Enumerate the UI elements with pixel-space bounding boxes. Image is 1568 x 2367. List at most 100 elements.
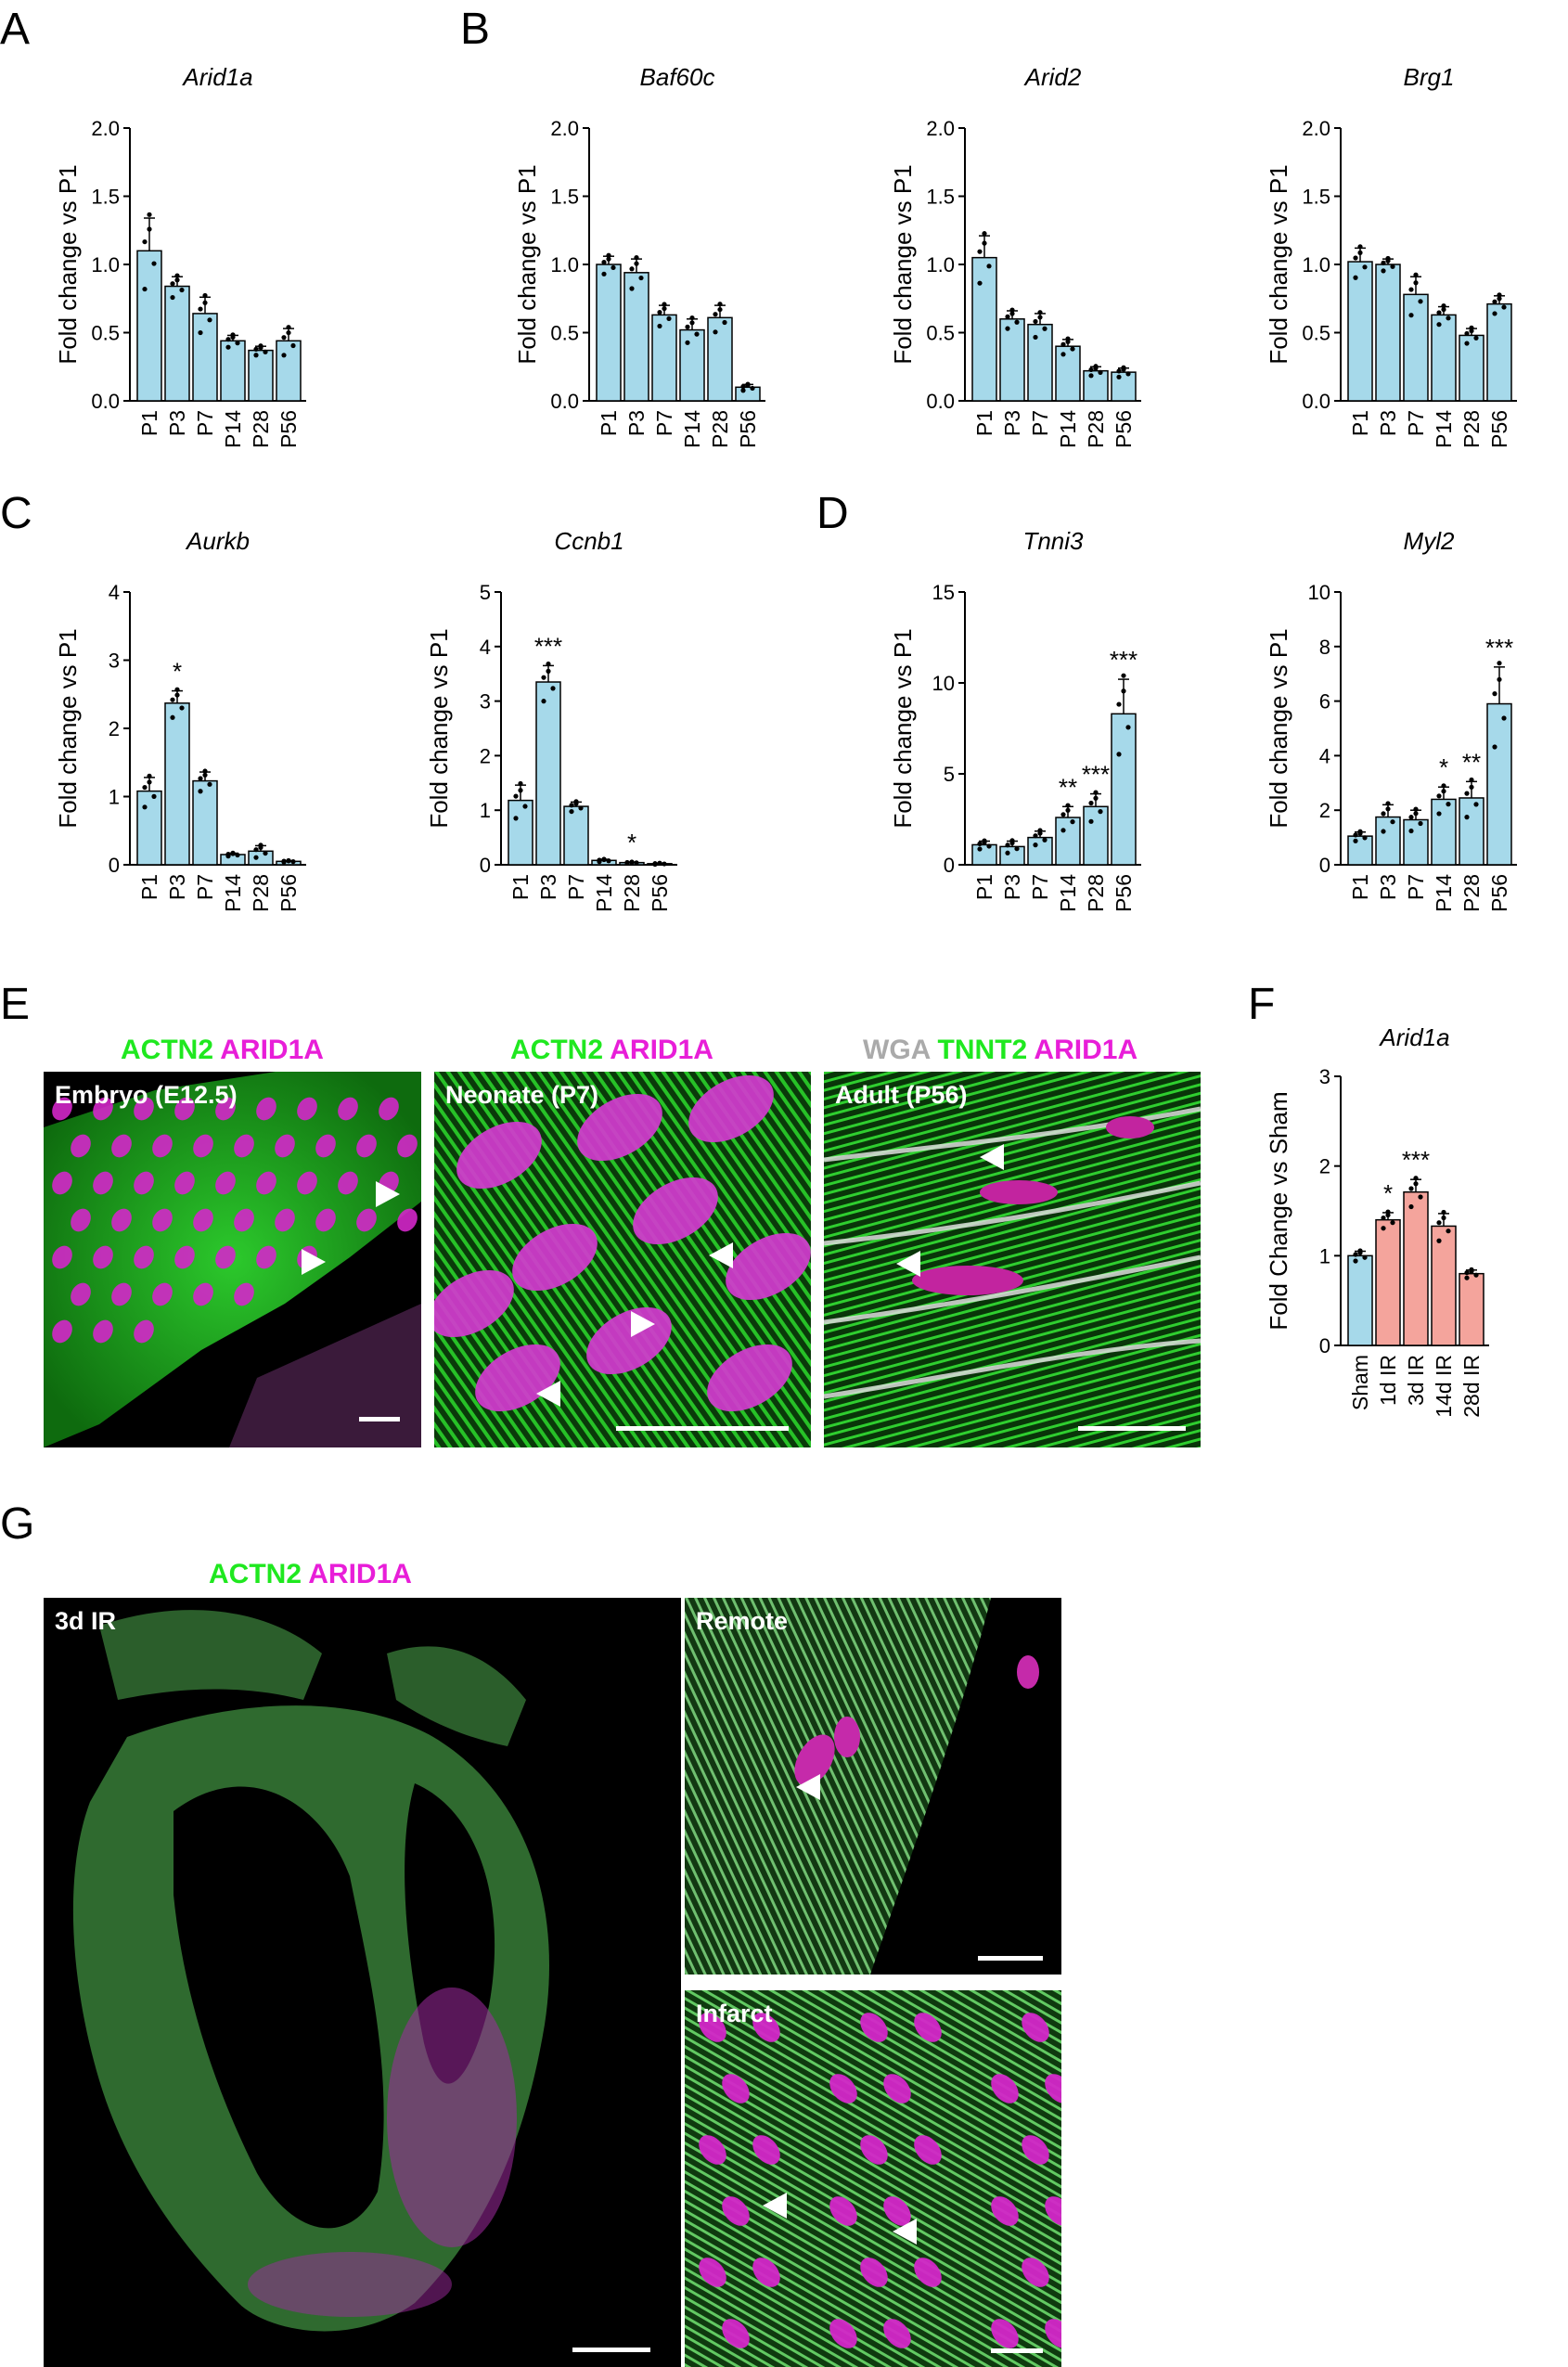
data-point [1060, 828, 1066, 833]
data-point [253, 847, 259, 853]
data-point [142, 286, 148, 292]
data-point [1436, 322, 1442, 328]
x-tick-label: P28 [1084, 874, 1108, 912]
data-point [541, 675, 546, 680]
panel-e-label-3: WGA TNNT2 ARID1A [863, 1035, 1138, 1065]
nucleus [193, 1208, 213, 1232]
scale-bar [616, 1426, 789, 1431]
y-tick-label: 0.0 [926, 390, 955, 413]
nucleus [174, 1097, 195, 1121]
bar [1431, 798, 1457, 866]
y-tick-label: 2 [1319, 1155, 1330, 1178]
significance-mark: *** [534, 632, 562, 660]
y-tick-label: 2.0 [926, 117, 955, 140]
bar [971, 256, 997, 402]
x-tick-label: P56 [1112, 410, 1136, 448]
data-point [685, 340, 690, 345]
bar [1459, 334, 1484, 402]
bar [1055, 817, 1081, 866]
data-point [1413, 1181, 1419, 1187]
x-tick-label: P56 [276, 874, 301, 912]
y-tick-label: 10 [1308, 581, 1330, 604]
micrograph-tag-neonate: Neonate (P7) [445, 1081, 599, 1109]
data-point [634, 254, 639, 261]
bar [1055, 345, 1081, 402]
x-tick-label: P14 [1056, 874, 1080, 912]
data-point [1353, 1258, 1358, 1264]
nucleus [1022, 2258, 1049, 2287]
y-tick-label: 15 [932, 581, 955, 604]
data-point [657, 860, 662, 866]
y-tick-label: 0 [1319, 1334, 1330, 1357]
nucleus [52, 1097, 72, 1121]
nucleus [215, 1245, 236, 1269]
data-point [142, 784, 148, 791]
nucleus [356, 1134, 377, 1158]
nucleus [52, 1319, 72, 1344]
data-point [1441, 789, 1446, 794]
nucleus [512, 1223, 598, 1292]
data-point [597, 857, 602, 863]
data-point [1088, 818, 1094, 824]
x-tick-label: P1 [597, 410, 621, 436]
data-point [147, 779, 152, 785]
y-tick-label: 0 [480, 854, 491, 877]
x-tick-label: P7 [652, 410, 676, 436]
micrograph-tag-adult: Adult (P56) [835, 1081, 968, 1109]
data-point [1009, 307, 1015, 313]
data-point [977, 846, 983, 852]
data-point [977, 280, 983, 286]
x-tick-label: P3 [1000, 874, 1024, 900]
nucleus [93, 1245, 113, 1269]
bar [596, 264, 622, 402]
bar [999, 845, 1025, 866]
data-point [1125, 725, 1131, 730]
nucleus [688, 1074, 774, 1143]
x-tick-label: P1 [137, 874, 161, 900]
data-point [1060, 812, 1066, 817]
nucleus [726, 1232, 811, 1301]
data-point [1441, 303, 1446, 309]
data-point [1473, 1272, 1479, 1278]
y-tick-label: 0 [944, 854, 955, 877]
nucleus [174, 1245, 195, 1269]
nucleus [338, 1097, 358, 1121]
data-point [147, 773, 152, 778]
bar [276, 340, 302, 402]
micrograph-tag-3d-ir: 3d IR [55, 1607, 117, 1635]
data-point [1436, 793, 1442, 799]
x-tick-label: Sham [1348, 1355, 1372, 1410]
chart-title: Arid1a [1378, 1023, 1449, 1051]
nucleus [577, 1093, 662, 1162]
data-point [1093, 364, 1099, 369]
data-point [1116, 701, 1122, 707]
data-point [1413, 280, 1419, 286]
data-point [1464, 341, 1470, 346]
nucleus [1022, 2013, 1049, 2042]
bar [1375, 264, 1401, 402]
y-tick-label: 2.0 [550, 117, 579, 140]
data-point [1385, 1209, 1391, 1215]
micrograph-tag-infarct: Infarct [696, 2000, 773, 2027]
data-point [694, 331, 700, 337]
data-point [1446, 315, 1451, 321]
y-tick-label: 1.5 [926, 186, 955, 209]
data-point [1014, 846, 1020, 852]
data-point [225, 337, 231, 342]
data-point [1357, 1248, 1363, 1254]
data-point [1436, 1220, 1442, 1226]
data-point [1009, 838, 1015, 843]
y-axis-label: Fold change vs P1 [891, 164, 917, 364]
data-point [1464, 330, 1470, 337]
y-tick-label: 4 [109, 581, 120, 604]
bar [563, 805, 589, 866]
bar [1459, 1272, 1484, 1346]
x-tick-label: P14 [592, 874, 616, 912]
data-point [202, 300, 208, 305]
data-point [202, 292, 208, 299]
data-point [1088, 367, 1094, 373]
data-point [1005, 850, 1010, 855]
y-tick-label: 0.5 [91, 322, 120, 345]
data-point [174, 687, 180, 692]
data-point [1065, 803, 1071, 808]
